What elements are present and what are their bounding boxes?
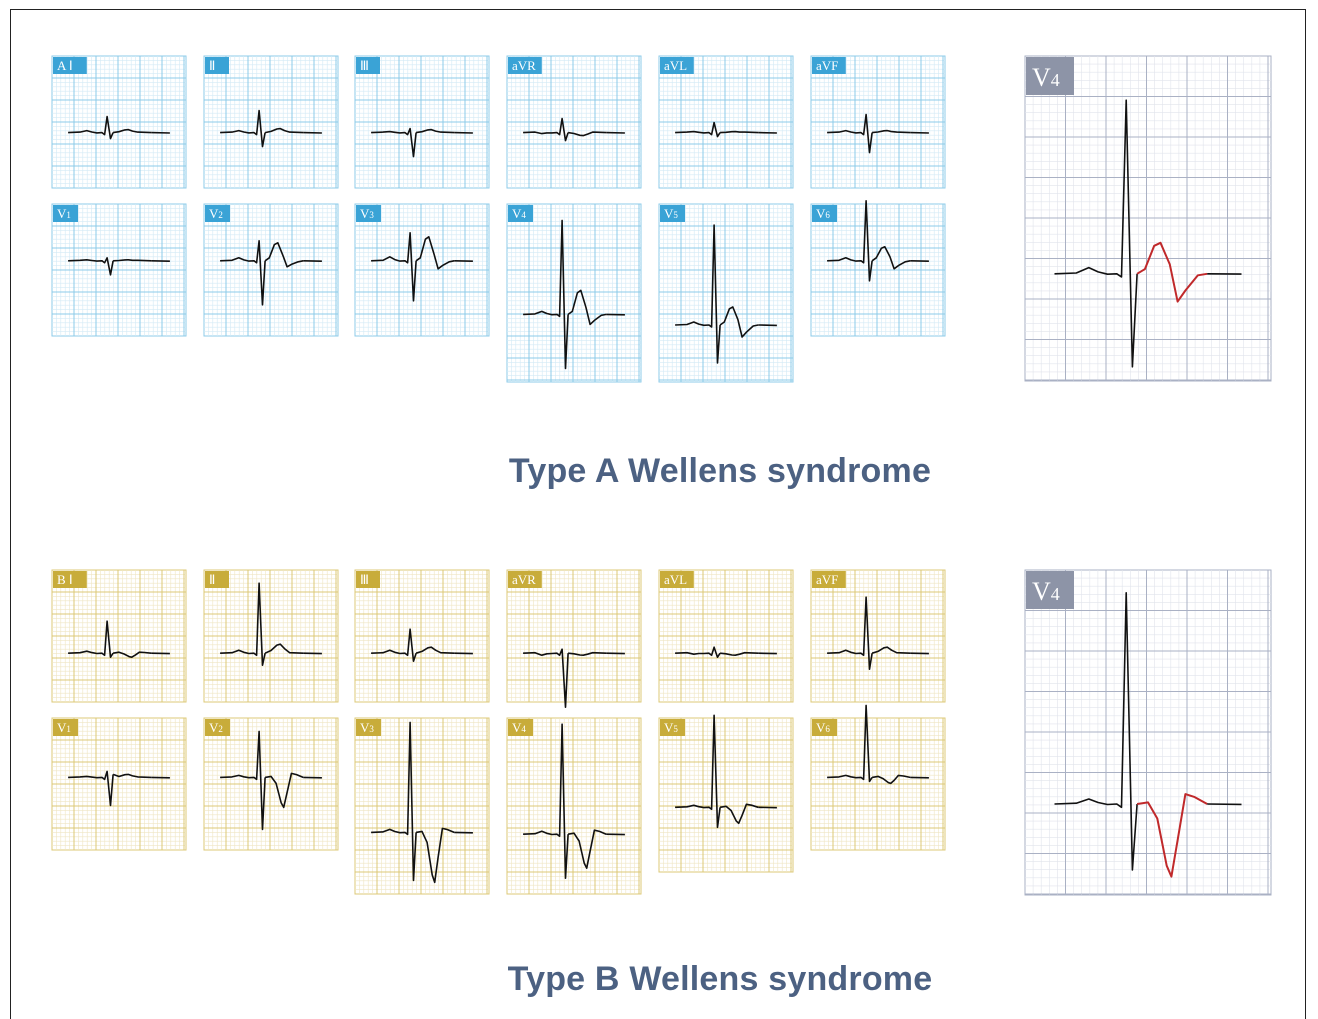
panel-typeA-v6: V6 — [811, 201, 945, 336]
t-wave-trace — [113, 260, 151, 261]
large-panel-typeB-v4: V4 — [1025, 570, 1271, 895]
panel-typeB-iii: Ⅲ — [355, 570, 489, 702]
ecg-grid — [355, 570, 489, 702]
ecg-grid — [355, 718, 489, 894]
panel-typeA-iii: Ⅲ — [355, 56, 489, 188]
ecg-grid — [659, 570, 793, 702]
ecg-grid — [52, 56, 186, 188]
lead-label: aVR — [512, 58, 536, 73]
panel-typeA-avf: aVF — [811, 56, 945, 188]
large-ecg-grid — [1025, 56, 1271, 381]
large-panel-typeA-v4: V4 — [1025, 56, 1271, 381]
panel-typeA-v4: V4 — [507, 204, 641, 382]
ecg-grid — [507, 56, 641, 188]
panel-typeB-b-i: B Ⅰ — [52, 570, 186, 702]
ecg-grid — [507, 718, 641, 894]
ecg-grid — [811, 204, 945, 336]
panel-typeB-v3: V3 — [355, 718, 489, 894]
panel-typeA-v2: V2 — [204, 204, 338, 336]
panel-typeB-v6: V6 — [811, 705, 945, 850]
lead-label: B Ⅰ — [57, 572, 73, 587]
ecg-grid — [811, 570, 945, 702]
lead-label: Ⅲ — [360, 572, 369, 587]
ecg-grid — [811, 56, 945, 188]
caption-type-b: Type B Wellens syndrome — [0, 960, 1318, 999]
panel-typeB-v2: V2 — [204, 718, 338, 850]
large-ecg-grid — [1025, 570, 1271, 895]
ecg-grid — [52, 204, 186, 336]
t-wave-trace — [720, 132, 758, 133]
panel-typeB-ii: Ⅱ — [204, 570, 338, 702]
panel-typeA-a-i: A Ⅰ — [52, 56, 186, 188]
ecg-grid — [507, 570, 641, 702]
lead-label: Ⅱ — [209, 572, 215, 587]
lead-label: Ⅲ — [360, 58, 369, 73]
panel-typeB-v5: V5 — [659, 715, 793, 872]
ecg-grid — [659, 204, 793, 382]
lead-label: aVR — [512, 572, 536, 587]
panel-typeA-avl: aVL — [659, 56, 793, 188]
caption-type-a: Type A Wellens syndrome — [0, 452, 1318, 491]
ecg-grid — [811, 718, 945, 850]
panel-typeA-v1: V1 — [52, 204, 186, 336]
ecg-grid — [659, 718, 793, 872]
ecg-grid — [204, 718, 338, 850]
ecg-grid — [507, 204, 641, 382]
ecg-grid — [355, 204, 489, 336]
panel-typeB-avl: aVL — [659, 570, 793, 702]
lead-label: Ⅱ — [209, 58, 215, 73]
panel-typeB-v4: V4 — [507, 718, 641, 894]
lead-label: aVL — [664, 58, 687, 73]
ecg-grid — [659, 56, 793, 188]
lead-label: aVF — [816, 572, 838, 587]
ecg-grid — [52, 718, 186, 850]
panel-typeB-v1: V1 — [52, 718, 186, 850]
panel-typeB-avr: aVR — [507, 570, 641, 707]
lead-label: aVF — [816, 58, 838, 73]
lead-label: A Ⅰ — [57, 58, 73, 73]
ecg-grid — [204, 204, 338, 336]
ecg-grid — [52, 570, 186, 702]
panel-typeA-ii: Ⅱ — [204, 56, 338, 188]
panel-typeA-avr: aVR — [507, 56, 641, 188]
panel-typeB-avf: aVF — [811, 570, 945, 702]
ecg-grid — [204, 570, 338, 702]
panel-typeA-v5: V5 — [659, 204, 793, 382]
ecg-grid — [355, 56, 489, 188]
ecg-grid — [204, 56, 338, 188]
panel-typeA-v3: V3 — [355, 204, 489, 336]
lead-label: aVL — [664, 572, 687, 587]
